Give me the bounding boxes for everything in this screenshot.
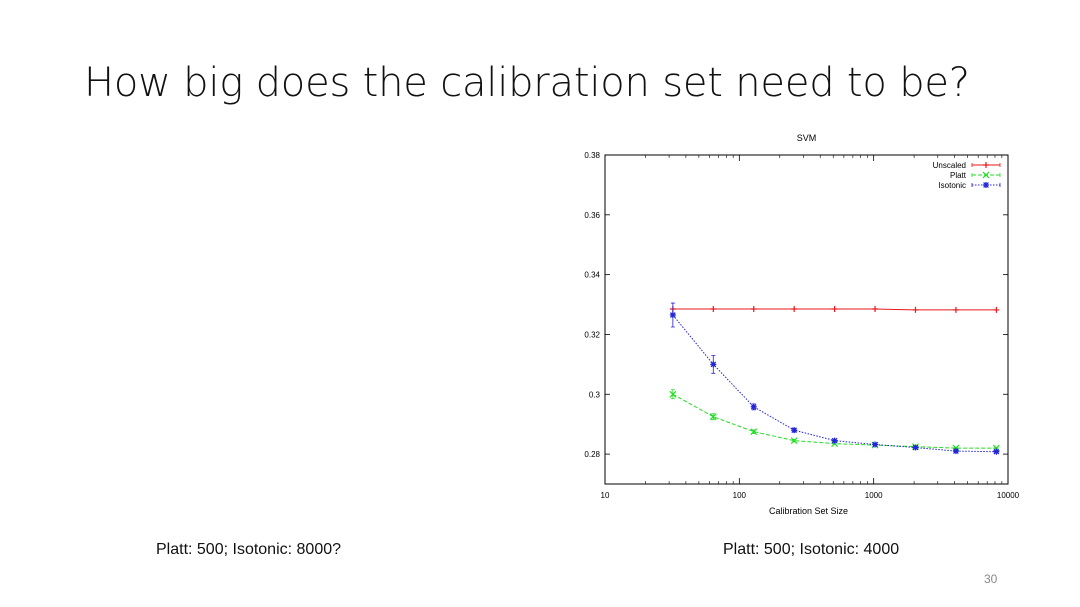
- legend-label-platt: Platt: [950, 171, 967, 180]
- data-point: [983, 162, 989, 168]
- data-point: [983, 182, 989, 188]
- legend-swatch-cap: [971, 183, 1001, 187]
- data-point: [872, 441, 879, 448]
- chart-title: SVM: [797, 133, 817, 143]
- data-point: [952, 306, 959, 313]
- data-point: [831, 306, 838, 313]
- data-point: [669, 312, 676, 319]
- legend-swatch-cap: [971, 173, 1001, 177]
- y-tick-label: 0.3: [589, 390, 601, 399]
- data-point: [750, 428, 758, 436]
- x-axis-label: Calibration Set Size: [769, 506, 848, 516]
- data-point: [750, 306, 757, 313]
- y-tick-label: 0.38: [584, 151, 600, 160]
- data-point: [952, 448, 959, 455]
- legend-swatch-cap: [971, 163, 1001, 167]
- plot-frame: [604, 154, 1009, 485]
- data-point: [791, 306, 798, 313]
- series-line-isotonic: [672, 314, 997, 453]
- page-number: 30: [984, 572, 998, 586]
- data-point: [669, 390, 677, 398]
- data-point: [750, 403, 757, 410]
- data-point: [993, 306, 1000, 313]
- data-point: [710, 361, 717, 368]
- data-point: [872, 306, 879, 313]
- y-tick-label: 0.34: [584, 271, 600, 280]
- legend-label-isotonic: Isotonic: [938, 181, 966, 190]
- x-tick-label: 1000: [865, 491, 883, 500]
- data-point: [912, 444, 919, 451]
- x-tick-label: 10: [601, 491, 610, 500]
- caption-left: Platt: 500; Isotonic: 8000?: [156, 541, 342, 558]
- data-point: [709, 413, 717, 421]
- x-tick-label: 10000: [997, 491, 1020, 500]
- data-point: [790, 437, 798, 445]
- data-point: [710, 306, 717, 313]
- data-point: [993, 448, 1000, 455]
- data-point: [912, 306, 919, 313]
- x-tick-label: 100: [733, 491, 747, 500]
- data-point: [791, 427, 798, 434]
- data-point: [982, 171, 990, 179]
- legend-label-unscaled: Unscaled: [933, 161, 966, 170]
- y-tick-label: 0.28: [584, 450, 600, 459]
- caption-right: Platt: 500; Isotonic: 4000: [723, 541, 900, 558]
- slide-title: How big does the calibration set need to…: [84, 60, 970, 106]
- data-point: [831, 437, 838, 444]
- y-tick-label: 0.36: [584, 211, 600, 220]
- y-tick-label: 0.32: [584, 330, 600, 339]
